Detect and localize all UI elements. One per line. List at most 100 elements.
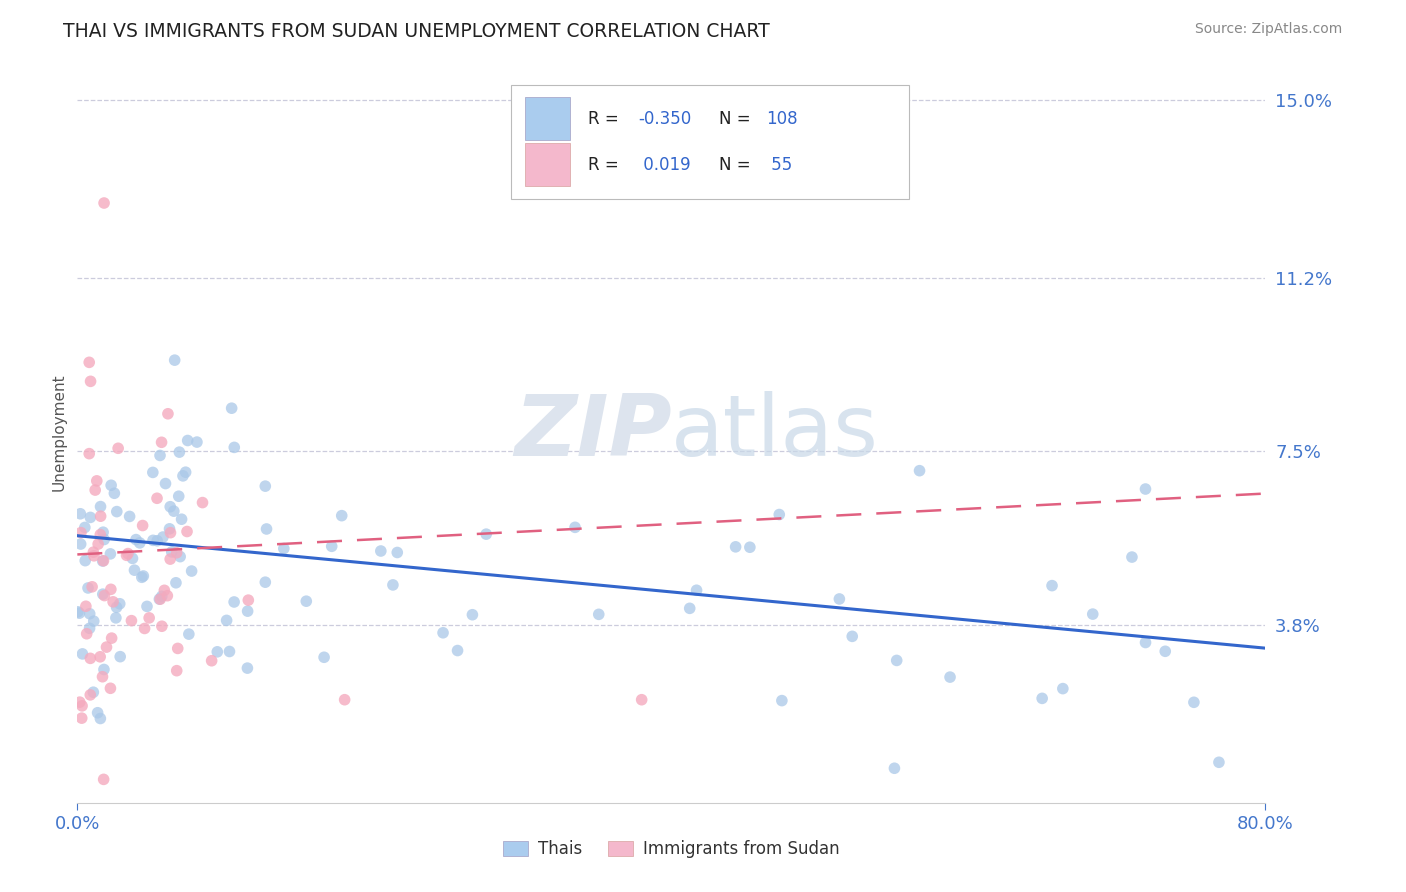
Point	[146, 533, 169, 548]
Point	[118, 509, 141, 524]
Point	[153, 583, 176, 598]
Point	[83, 614, 105, 628]
Point	[738, 541, 761, 555]
Point	[321, 539, 343, 553]
Point	[236, 661, 259, 675]
Point	[100, 681, 122, 696]
Point	[1031, 691, 1053, 706]
Text: R =: R =	[588, 155, 624, 174]
Point	[77, 447, 100, 461]
Point	[96, 640, 118, 654]
Point	[156, 407, 179, 421]
Point	[152, 530, 174, 544]
Point	[149, 449, 172, 463]
Point	[89, 711, 111, 725]
Point	[82, 580, 104, 594]
Point	[103, 486, 125, 500]
Point	[131, 518, 153, 533]
Point	[333, 692, 356, 706]
Text: 0.019: 0.019	[638, 155, 690, 174]
Point	[939, 670, 962, 684]
Point	[120, 614, 142, 628]
Point	[138, 611, 160, 625]
Legend: Thais, Immigrants from Sudan: Thais, Immigrants from Sudan	[496, 833, 846, 865]
Point	[93, 589, 115, 603]
Point	[91, 554, 114, 568]
Point	[87, 537, 110, 551]
Text: 108: 108	[766, 110, 799, 128]
Point	[370, 544, 392, 558]
Point	[166, 546, 188, 560]
Point	[69, 507, 91, 521]
Text: 55: 55	[766, 155, 793, 174]
Point	[165, 575, 187, 590]
Point	[69, 537, 91, 551]
Point	[180, 564, 202, 578]
Point	[121, 551, 143, 566]
Point	[91, 587, 114, 601]
Point	[132, 569, 155, 583]
Point	[148, 592, 170, 607]
Point	[79, 510, 101, 524]
Point	[155, 476, 177, 491]
Point	[79, 688, 101, 702]
Text: N =: N =	[718, 155, 756, 174]
Point	[100, 547, 122, 561]
Text: -0.350: -0.350	[638, 110, 692, 128]
Point	[70, 698, 93, 713]
Point	[90, 509, 112, 524]
Point	[142, 466, 165, 480]
Point	[163, 504, 186, 518]
Point	[588, 607, 610, 622]
Point	[84, 483, 107, 497]
Point	[93, 772, 115, 787]
Point	[1208, 756, 1230, 770]
Point	[828, 591, 851, 606]
Point	[104, 611, 127, 625]
Point	[724, 540, 747, 554]
Point	[105, 600, 128, 615]
Point	[1154, 644, 1177, 658]
Point	[93, 196, 115, 211]
Point	[75, 554, 97, 568]
Point	[174, 465, 197, 479]
Text: R =: R =	[588, 110, 624, 128]
Point	[172, 468, 194, 483]
Point	[76, 626, 98, 640]
Point	[170, 512, 193, 526]
Point	[254, 575, 277, 590]
Point	[100, 478, 122, 492]
Point	[886, 653, 908, 667]
Point	[150, 435, 173, 450]
Point	[79, 607, 101, 621]
Point	[1135, 635, 1157, 649]
Point	[314, 650, 336, 665]
Point	[150, 589, 173, 603]
Point	[91, 670, 114, 684]
Point	[1182, 695, 1205, 709]
Point	[82, 685, 104, 699]
Point	[163, 353, 186, 368]
Point	[166, 664, 188, 678]
Point	[387, 545, 409, 559]
Point	[100, 582, 122, 597]
Point	[108, 649, 131, 664]
Point	[176, 524, 198, 539]
Point	[66, 605, 89, 619]
Point	[77, 581, 100, 595]
Point	[215, 614, 238, 628]
Point	[1081, 607, 1104, 621]
Point	[564, 520, 586, 534]
Y-axis label: Unemployment: Unemployment	[51, 374, 66, 491]
Point	[77, 355, 100, 369]
Point	[150, 619, 173, 633]
Point	[630, 692, 652, 706]
Point	[221, 401, 243, 416]
Point	[381, 578, 404, 592]
Point	[86, 474, 108, 488]
Point	[1052, 681, 1074, 696]
Point	[73, 520, 96, 534]
Point	[768, 508, 790, 522]
Text: Source: ZipAtlas.com: Source: ZipAtlas.com	[1195, 22, 1343, 37]
Point	[134, 622, 156, 636]
